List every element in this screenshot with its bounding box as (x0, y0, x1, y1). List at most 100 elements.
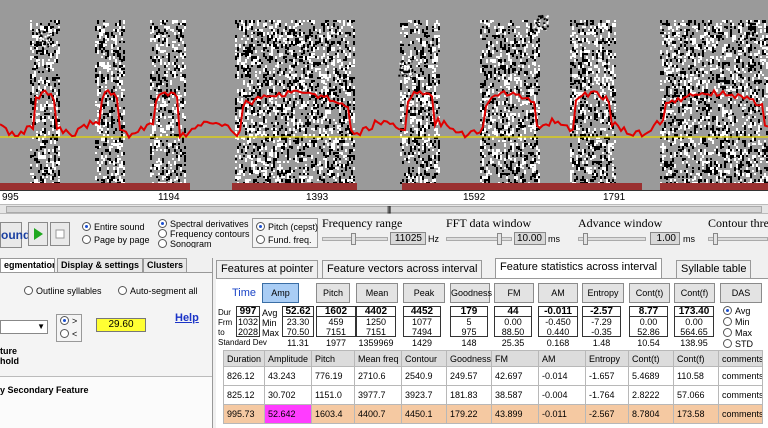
column-header[interactable]: comments (718, 350, 763, 367)
radio-sonogram[interactable]: Sonogram (158, 239, 212, 248)
tab-features-at-pointer[interactable]: Features at pointer (216, 260, 319, 278)
column-header[interactable]: Contour (401, 350, 447, 367)
table-cell[interactable]: 30.702 (264, 385, 312, 405)
radio-frequency-contours[interactable]: Frequency contours (158, 229, 250, 239)
table-cell[interactable]: 4400.7 (354, 404, 402, 424)
feature-button-entropy[interactable]: Entropy (582, 283, 624, 303)
table-cell[interactable]: 825.12 (223, 385, 265, 405)
tab-syllable-table[interactable]: Syllable table (676, 260, 752, 278)
table-cell[interactable]: 2540.9 (401, 366, 447, 386)
table-cell[interactable]: 181.83 (446, 385, 492, 405)
feature-button-peak-freq[interactable]: Peak Freq. (403, 283, 445, 316)
advance-window-slider[interactable] (578, 233, 646, 245)
table-cell[interactable]: -1.764 (585, 385, 629, 405)
feature-button-pitch[interactable]: Pitch (316, 283, 350, 303)
stop-button[interactable] (50, 222, 70, 246)
play-button[interactable] (28, 222, 48, 246)
table-row[interactable]: 825.12 30.702 1151.0 3977.7 3923.7 181.83 38.5… (223, 385, 763, 405)
table-cell[interactable]: comments (718, 366, 763, 386)
column-header[interactable]: FM (491, 350, 539, 367)
column-header[interactable]: Entropy (585, 350, 629, 367)
table-cell[interactable]: 1151.0 (311, 385, 355, 405)
tab-clusters[interactable]: Clusters (143, 258, 188, 272)
radio-greater-than[interactable]: > (60, 316, 77, 326)
slider-knob[interactable] (713, 233, 718, 245)
radio-avg[interactable]: Avg (723, 306, 753, 317)
radio-pitch-cepst[interactable]: Pitch (cepst) (256, 222, 318, 232)
frequency-range-slider[interactable] (322, 233, 388, 245)
column-header[interactable]: Duration (223, 350, 265, 367)
feature-select[interactable]: ▼ (0, 320, 48, 334)
radio-outline-syllables[interactable]: Outline syllables (24, 286, 102, 296)
table-cell[interactable]: 995.73 (223, 404, 265, 424)
table-row[interactable]: 826.12 43.243 776.19 2710.6 2540.9 249.57 42.6… (223, 366, 763, 386)
tab-feature-statistics[interactable]: Feature statistics across interval (495, 258, 663, 278)
syllable-grid[interactable]: Duration Amplitude Pitch Mean freq Contour Go… (223, 350, 763, 424)
radio-fund-freq[interactable]: Fund. freq. (256, 235, 312, 245)
table-cell[interactable]: 110.58 (673, 366, 719, 386)
radio-spectral-derivatives[interactable]: Spectral derivatives (158, 219, 249, 229)
column-header[interactable]: Cont(f) (673, 350, 719, 367)
feature-button-mean-freq[interactable]: Mean freq. (356, 283, 398, 316)
table-cell[interactable]: 776.19 (311, 366, 355, 386)
table-cell[interactable]: 1603.4 (311, 404, 355, 424)
table-cell[interactable]: 57.066 (673, 385, 719, 405)
feature-button-cont-t[interactable]: Cont(t) (629, 283, 670, 303)
help-link[interactable]: Help (175, 312, 199, 324)
radio-less-than[interactable]: < (60, 329, 77, 339)
table-cell[interactable]: 42.697 (491, 366, 539, 386)
radio-entire-sound[interactable]: Entire sound (82, 222, 145, 232)
table-cell[interactable]: comments (718, 385, 763, 405)
table-cell[interactable]: 173.58 (673, 404, 719, 424)
column-header[interactable]: Goodness (446, 350, 492, 367)
table-cell[interactable]: -1.657 (585, 366, 629, 386)
feature-button-cont-f[interactable]: Cont(f) (674, 283, 715, 303)
horizontal-scrollbar[interactable]: ||| (0, 204, 768, 214)
column-header[interactable]: Cont(t) (628, 350, 674, 367)
column-header[interactable]: Mean freq (354, 350, 402, 367)
table-cell[interactable]: comments (718, 404, 763, 424)
table-cell[interactable]: 43.899 (491, 404, 539, 424)
table-cell[interactable]: 2.8222 (628, 385, 674, 405)
table-cell[interactable]: 8.7804 (628, 404, 674, 424)
table-cell[interactable]: 43.243 (264, 366, 312, 386)
radio-page-by-page[interactable]: Page by page (82, 235, 150, 245)
table-cell[interactable]: -2.567 (585, 404, 629, 424)
slider-knob[interactable] (351, 233, 356, 245)
table-cell[interactable]: 2710.6 (354, 366, 402, 386)
tab-display-settings[interactable]: Display & settings (57, 258, 144, 272)
threshold-input[interactable]: 29.60 (96, 318, 146, 332)
column-header[interactable]: Pitch (311, 350, 355, 367)
sound-button[interactable]: ound (0, 222, 30, 248)
table-cell[interactable]: -0.011 (538, 404, 586, 424)
radio-std[interactable]: STD (723, 339, 753, 350)
table-cell[interactable]: 4450.1 (401, 404, 447, 424)
column-header[interactable]: Amplitude (264, 350, 312, 367)
radio-max[interactable]: Max (723, 328, 753, 339)
fft-window-slider[interactable] (446, 233, 512, 245)
feature-button-das[interactable]: DAS (720, 283, 762, 303)
feature-button-fm[interactable]: FM (494, 283, 534, 303)
column-header[interactable]: AM (538, 350, 586, 367)
radio-auto-segment-all[interactable]: Auto-segment all (118, 286, 198, 296)
table-cell[interactable]: 826.12 (223, 366, 265, 386)
feature-button-amp[interactable]: Amp (262, 283, 299, 303)
feature-button-goodness[interactable]: Goodness (450, 283, 492, 303)
table-cell[interactable]: 52.642 (264, 404, 312, 424)
slider-knob[interactable] (497, 233, 502, 245)
table-row[interactable]: 995.73 52.642 1603.4 4400.7 4450.1 179.22 43.8… (223, 404, 763, 424)
table-cell[interactable]: -0.004 (538, 385, 586, 405)
radio-min[interactable]: Min (723, 317, 753, 328)
table-cell[interactable]: 3977.7 (354, 385, 402, 405)
tab-segmentation[interactable]: egmentation (0, 258, 55, 272)
table-cell[interactable]: 38.587 (491, 385, 539, 405)
slider-knob[interactable] (583, 233, 588, 245)
scroll-thumb[interactable]: ||| (6, 205, 762, 214)
tab-feature-vectors[interactable]: Feature vectors across interval (322, 260, 483, 278)
contour-threshold-slider[interactable] (708, 233, 768, 245)
table-cell[interactable]: 5.4689 (628, 366, 674, 386)
feature-button-am[interactable]: AM (538, 283, 578, 303)
table-cell[interactable]: 179.22 (446, 404, 492, 424)
table-cell[interactable]: -0.014 (538, 366, 586, 386)
table-cell[interactable]: 3923.7 (401, 385, 447, 405)
